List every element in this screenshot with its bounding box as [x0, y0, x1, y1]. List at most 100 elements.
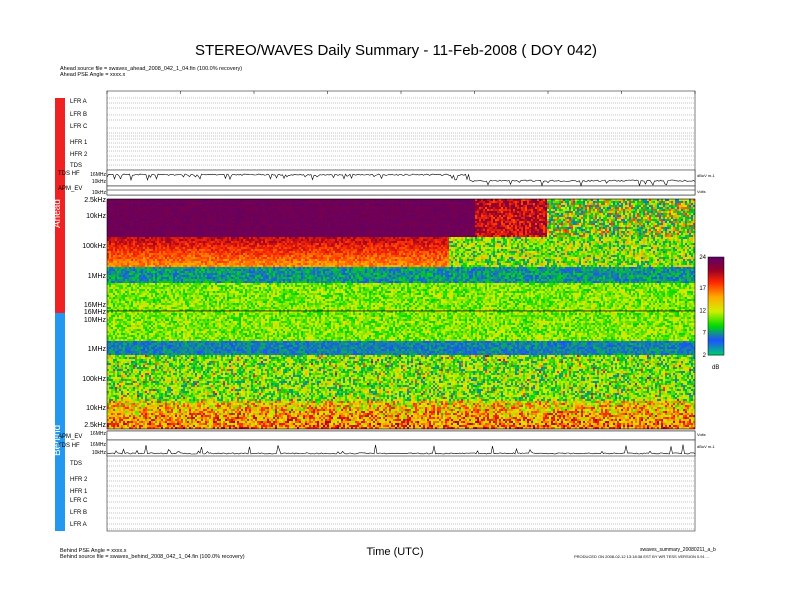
ahead-spectro-cell [629, 217, 631, 219]
ahead-spectro-cell [481, 225, 483, 227]
ahead-spectro-cell [667, 229, 669, 231]
ahead-spectro-cell [287, 205, 289, 207]
ahead-spectro-cell [453, 209, 455, 211]
ahead-spectro-cell [363, 205, 365, 207]
ahead-spectro-cell [655, 219, 657, 221]
ahead-spectro-cell [381, 217, 383, 219]
ahead-spectro-cell [353, 231, 355, 233]
ahead-spectro-cell [419, 211, 421, 213]
ahead-spectro-cell [565, 215, 567, 217]
ahead-spectro-cell [315, 227, 317, 229]
ahead-spectro-cell [389, 199, 391, 201]
ahead-spectro-cell [435, 225, 437, 227]
ahead-spectro-cell [239, 217, 241, 219]
ahead-spectro-cell [573, 207, 575, 209]
ahead-spectro-cell [601, 201, 603, 203]
ahead-spectro-cell [533, 223, 535, 225]
ahead-spectro-cell [151, 209, 153, 211]
ahead-spectro-cell [175, 225, 177, 227]
ahead-spectro-cell [649, 209, 651, 211]
ahead-spectro-cell [309, 223, 311, 225]
ahead-spectro-cell [591, 219, 593, 221]
ahead-spectro-cell [579, 225, 581, 227]
ahead-spectro-cell [291, 209, 293, 211]
ahead-spectro-cell [471, 199, 473, 201]
ahead-spectro-cell [561, 219, 563, 221]
ahead-spectro-cell [685, 199, 687, 201]
ahead-spectro-cell [295, 231, 297, 233]
ahead-spectro-cell [641, 201, 643, 203]
ahead-spectro-cell [191, 209, 193, 211]
ahead-spectro-cell [233, 217, 235, 219]
ahead-spectro-cell [421, 209, 423, 211]
ahead-spectro-cell [351, 205, 353, 207]
ahead-spectro-cell [475, 229, 477, 231]
ahead-spectro-cell [653, 219, 655, 221]
ahead-spectro-cell [667, 199, 669, 201]
ahead-spectro-cell [235, 199, 237, 201]
ahead-spectro-cell [163, 207, 165, 209]
ahead-spectro-cell [379, 199, 381, 201]
ahead-spectro-cell [529, 211, 531, 213]
ahead-spectro-cell [447, 221, 449, 223]
ahead-spectro-cell [455, 229, 457, 231]
ahead-spectro-cell [517, 221, 519, 223]
ahead-spectro-cell [369, 201, 371, 203]
ahead-spectro-cell [487, 215, 489, 217]
ahead-spectro-cell [303, 213, 305, 215]
ahead-spectro-cell [545, 211, 547, 213]
ahead-spectro-cell [241, 219, 243, 221]
ahead-spectro-cell [287, 219, 289, 221]
ahead-spectro-cell [277, 213, 279, 215]
ahead-spectro-cell [633, 223, 635, 225]
ahead-spectro-cell [269, 229, 271, 231]
ahead-spectro-cell [521, 213, 523, 215]
ahead-spectro-cell [577, 203, 579, 205]
ahead-spectro-cell [553, 209, 555, 211]
ahead-spectro-cell [121, 211, 123, 213]
ahead-spectro-cell [277, 215, 279, 217]
ahead-spectro-cell [195, 219, 197, 221]
ahead-spectro-cell [245, 231, 247, 233]
ahead-spectro-cell [353, 201, 355, 203]
ahead-spectro-cell [167, 207, 169, 209]
ahead-spectro-cell [221, 207, 223, 209]
ahead-spectro-cell [325, 231, 327, 233]
ahead-spectro-cell [201, 207, 203, 209]
ahead-spectro-cell [129, 203, 131, 205]
ahead-spectro-cell [271, 201, 273, 203]
ahead-spectro-cell [327, 225, 329, 227]
ahead-spectro-cell [593, 223, 595, 225]
ahead-spectro-cell [319, 223, 321, 225]
ahead-spectro-cell [559, 221, 561, 223]
ahead-spectro-cell [425, 199, 427, 201]
ahead-spectro-cell [345, 205, 347, 207]
ahead-spectro-cell [367, 223, 369, 225]
ahead-spectro-cell [159, 201, 161, 203]
ahead-spectro-cell [209, 209, 211, 211]
ahead-spectro-cell [135, 201, 137, 203]
ahead-spectro-cell [141, 201, 143, 203]
ahead-spectro-cell [679, 223, 681, 225]
ahead-spectro-cell [599, 201, 601, 203]
ahead-spectro-cell [381, 223, 383, 225]
ahead-spectro-cell [181, 199, 183, 201]
ahead-spectro-cell [163, 221, 165, 223]
ahead-spectro-cell [123, 211, 125, 213]
ahead-spectro-cell [271, 209, 273, 211]
ahead-spectro-cell [543, 221, 545, 223]
ahead-spectro-cell [677, 205, 679, 207]
ahead-spectro-cell [277, 199, 279, 201]
ahead-spectro-cell [255, 219, 257, 221]
ahead-spectro-cell [241, 199, 243, 201]
ahead-spectro-cell [329, 215, 331, 217]
ahead-spectro-cell [337, 219, 339, 221]
ahead-spectro-cell [495, 221, 497, 223]
ahead-spectro-cell [201, 215, 203, 217]
ahead-spectro-cell [297, 223, 299, 225]
ahead-spectro-cell [221, 215, 223, 217]
ahead-spectro-cell [613, 223, 615, 225]
ahead-spectro-cell [339, 209, 341, 211]
ahead-spectro-cell [683, 213, 685, 215]
ahead-spectro-cell [627, 199, 629, 201]
